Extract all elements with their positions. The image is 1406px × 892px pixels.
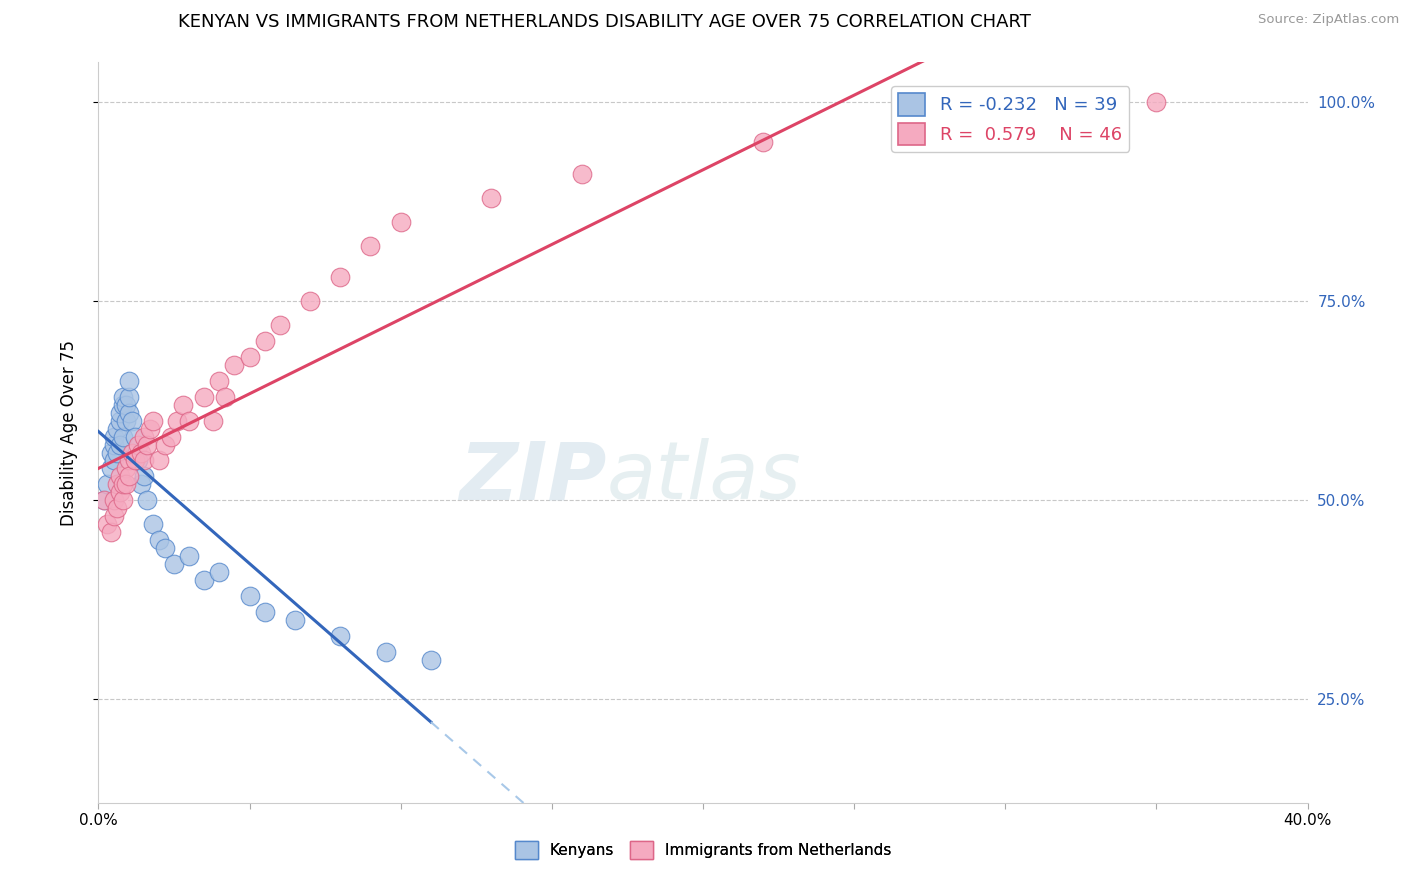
Point (121, 445, 143, 459)
Point (118, 390, 141, 404)
Point (111, 390, 134, 404)
Point (329, 629, 352, 643)
Point (93, 493, 115, 508)
Point (329, 270, 352, 285)
Point (153, 541, 176, 555)
Point (153, 437, 176, 451)
Point (571, 167, 593, 181)
Point (389, 214, 412, 228)
Point (127, 437, 149, 451)
Point (132, 453, 155, 467)
Text: KENYAN VS IMMIGRANTS FROM NETHERLANDS DISABILITY AGE OVER 75 CORRELATION CHART: KENYAN VS IMMIGRANTS FROM NETHERLANDS DI… (179, 13, 1031, 31)
Point (100, 461, 122, 475)
Point (108, 485, 131, 500)
Point (284, 613, 307, 627)
Point (96, 517, 118, 532)
Point (124, 429, 146, 443)
Point (253, 605, 276, 619)
Point (100, 525, 122, 540)
Point (193, 573, 215, 587)
Point (108, 469, 131, 483)
Point (118, 469, 141, 483)
Point (172, 398, 194, 412)
Point (132, 429, 155, 443)
Point (114, 461, 136, 475)
Point (224, 358, 246, 372)
Legend: Kenyans, Immigrants from Netherlands: Kenyans, Immigrants from Netherlands (509, 835, 897, 865)
Point (132, 469, 155, 483)
Point (105, 445, 128, 459)
Point (135, 493, 157, 508)
Point (420, 652, 443, 666)
Point (148, 533, 170, 547)
Point (105, 501, 128, 516)
Point (160, 429, 183, 443)
Text: ZIP: ZIP (458, 438, 606, 516)
Point (93, 493, 115, 508)
Text: atlas: atlas (606, 438, 801, 516)
Point (118, 374, 141, 388)
Point (129, 477, 152, 491)
Point (127, 453, 149, 467)
Point (111, 477, 134, 491)
Point (299, 294, 322, 309)
Point (253, 334, 276, 348)
Point (103, 437, 125, 451)
Point (100, 445, 122, 459)
Point (111, 398, 134, 412)
Text: Source: ZipAtlas.com: Source: ZipAtlas.com (1258, 13, 1399, 27)
Point (193, 390, 215, 404)
Point (239, 350, 262, 364)
Point (118, 453, 141, 467)
Point (374, 644, 396, 658)
Point (179, 414, 201, 428)
Point (111, 493, 134, 508)
Point (114, 398, 136, 412)
Point (166, 414, 188, 428)
Point (148, 453, 170, 467)
Point (214, 390, 236, 404)
Point (114, 414, 136, 428)
Point (135, 437, 157, 451)
Point (239, 589, 262, 603)
Point (108, 406, 131, 420)
Point (269, 318, 291, 333)
Point (108, 414, 131, 428)
Point (103, 509, 125, 524)
Point (96, 477, 118, 491)
Point (1144, 95, 1167, 110)
Point (208, 374, 231, 388)
Point (111, 429, 134, 443)
Point (118, 406, 141, 420)
Point (142, 414, 165, 428)
Point (142, 517, 165, 532)
Point (752, 135, 775, 149)
Point (103, 493, 125, 508)
Point (163, 557, 186, 571)
Point (139, 422, 162, 436)
Point (108, 437, 131, 451)
Point (208, 565, 231, 579)
Point (103, 453, 125, 467)
Point (179, 549, 201, 563)
Point (105, 422, 128, 436)
Point (202, 414, 225, 428)
Point (121, 414, 143, 428)
Point (481, 191, 503, 205)
Y-axis label: Disability Age Over 75: Disability Age Over 75 (59, 340, 77, 525)
Point (124, 453, 146, 467)
Point (360, 238, 382, 252)
Point (105, 477, 128, 491)
Point (129, 445, 152, 459)
Point (103, 429, 125, 443)
Point (114, 477, 136, 491)
